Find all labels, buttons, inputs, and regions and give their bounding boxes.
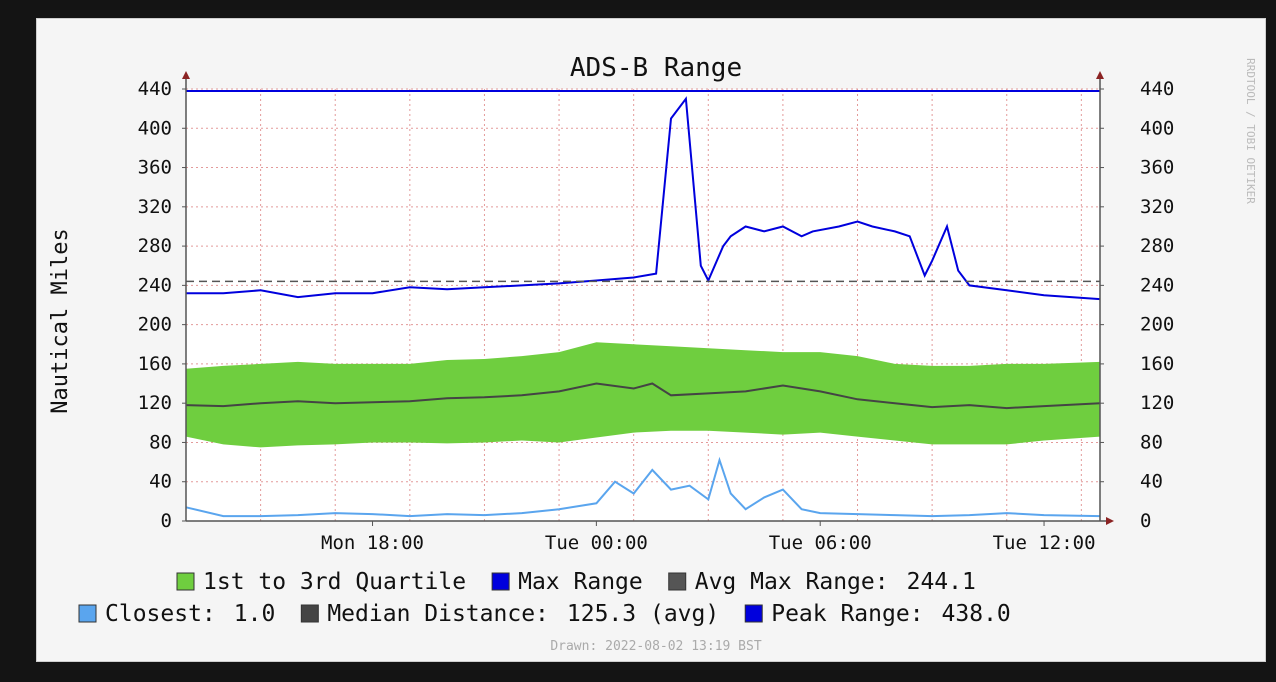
y-tick-label-left: 240 [138, 274, 172, 296]
y-tick-label-left: 120 [138, 392, 172, 414]
x-ticks: Mon 18:00 Tue 00:00 Tue 06:00 Tue 12:00 [321, 521, 1096, 554]
series-median-distance-line [185, 382, 1101, 410]
y-tick-label-right: 440 [1140, 78, 1174, 100]
legend-value: 244.1 [907, 569, 976, 595]
plot-area [186, 89, 1100, 521]
y-tick-label-right: 120 [1140, 392, 1174, 414]
chart-svg: ADS-B Range Nautical Miles RRDTOOL / TOB… [48, 53, 1257, 654]
x-tick-label: Mon 18:00 [321, 532, 424, 554]
y-tick-label-left: 200 [138, 314, 172, 336]
y-tick-label-left: 280 [138, 235, 172, 257]
rrdtool-credit: RRDTOOL / TOBI OETIKER [1244, 58, 1257, 204]
y-tick-label-left: 360 [138, 157, 172, 179]
chart-title: ADS-B Range [570, 53, 742, 83]
legend-swatch [744, 604, 763, 623]
y-ticks-left: 0 40 80 120 160 200 240 280 320 360 400 440 [138, 78, 186, 532]
series-max-range-line [186, 96, 1101, 301]
series-closest-line [185, 456, 1101, 518]
axes [182, 71, 1114, 525]
drawn-timestamp: Drawn: 2022-08-02 13:19 BST [550, 639, 761, 654]
legend-value: 438.0 [942, 601, 1011, 627]
y-tick-label-left: 0 [161, 510, 172, 532]
y-tick-label-left: 40 [149, 471, 172, 493]
legend-swatch [300, 604, 319, 623]
legend-label: Peak Range: [771, 601, 923, 627]
series-layer [185, 89, 1101, 518]
series-1st-to-3rd-quartile-band [186, 342, 1100, 448]
y-axis-label: Nautical Miles [48, 228, 73, 413]
y-tick-label-right: 200 [1140, 314, 1174, 336]
y-tick-label-right: 320 [1140, 196, 1174, 218]
legend: 1st to 3rd Quartile Max Range Avg Max Rang… [78, 569, 1011, 627]
legend-value: 125.3 (avg) [567, 601, 719, 627]
legend-label: Closest: [105, 601, 216, 627]
y-tick-label-right: 360 [1140, 157, 1174, 179]
y-axis-right-arrow [1096, 71, 1104, 79]
legend-label: 1st to 3rd Quartile [203, 569, 466, 595]
y-tick-label-left: 440 [138, 78, 172, 100]
y-tick-label-right: 240 [1140, 274, 1174, 296]
legend-label: Max Range [518, 569, 643, 595]
y-tick-label-left: 400 [138, 117, 172, 139]
legend-label: Avg Max Range: [695, 569, 889, 595]
y-tick-label-right: 80 [1140, 431, 1163, 453]
y-axis-left-arrow [182, 71, 190, 79]
y-tick-label-left: 80 [149, 431, 172, 453]
legend-swatch [176, 572, 195, 591]
chart-panel: ADS-B Range Nautical Miles RRDTOOL / TOB… [36, 18, 1266, 662]
legend-swatch [491, 572, 510, 591]
y-tick-label-right: 0 [1140, 510, 1151, 532]
x-tick-label: Tue 06:00 [769, 532, 872, 554]
y-tick-label-right: 40 [1140, 471, 1163, 493]
legend-label: Median Distance: [327, 601, 549, 627]
legend-swatch [668, 572, 687, 591]
y-tick-label-right: 400 [1140, 117, 1174, 139]
x-tick-label: Tue 12:00 [993, 532, 1096, 554]
x-tick-label: Tue 00:00 [545, 532, 648, 554]
y-tick-label-right: 280 [1140, 235, 1174, 257]
y-ticks-right: 0 40 80 120 160 200 240 280 320 360 400 440 [1100, 78, 1174, 532]
y-tick-label-left: 160 [138, 353, 172, 375]
y-tick-label-left: 320 [138, 196, 172, 218]
legend-value: 1.0 [234, 601, 276, 627]
grid-lines [185, 88, 1100, 522]
y-tick-label-right: 160 [1140, 353, 1174, 375]
legend-swatch [78, 604, 97, 623]
x-axis-arrow [1106, 517, 1114, 525]
